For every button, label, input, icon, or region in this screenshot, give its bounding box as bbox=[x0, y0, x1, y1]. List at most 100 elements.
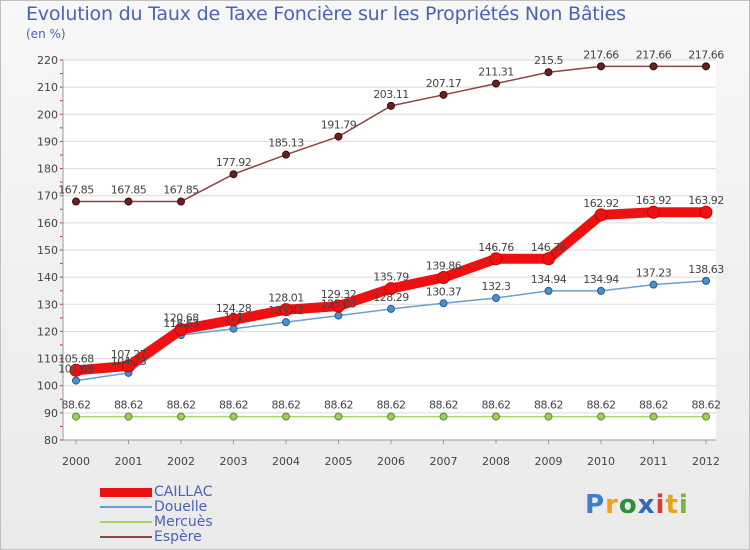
data-label: 135.79 bbox=[373, 271, 409, 284]
data-label: 125.83 bbox=[321, 298, 357, 311]
data-label: 132.3 bbox=[482, 280, 511, 293]
data-point bbox=[544, 68, 553, 77]
data-label: 88.62 bbox=[534, 399, 563, 412]
legend-swatch-douelle bbox=[100, 506, 152, 508]
data-label: 185.13 bbox=[268, 137, 304, 150]
x-tick-label: 2008 bbox=[482, 455, 510, 468]
data-point bbox=[492, 79, 500, 88]
y-tick-label: 100 bbox=[37, 380, 58, 393]
y-tick-label: 120 bbox=[37, 325, 58, 338]
data-label: 167.85 bbox=[58, 184, 94, 197]
data-point bbox=[489, 252, 503, 266]
data-point bbox=[227, 313, 240, 327]
data-point bbox=[597, 286, 605, 295]
y-tick-label: 160 bbox=[37, 217, 58, 230]
data-point bbox=[177, 197, 185, 206]
y-tick-label: 150 bbox=[37, 244, 58, 257]
data-label: 137.23 bbox=[636, 267, 672, 280]
data-label: 101.89 bbox=[58, 363, 94, 376]
data-point bbox=[229, 170, 238, 179]
data-label: 88.62 bbox=[377, 399, 406, 412]
x-tick-label: 2001 bbox=[115, 455, 143, 468]
data-label: 88.62 bbox=[482, 399, 511, 412]
data-point bbox=[492, 294, 500, 303]
data-label: 128.01 bbox=[268, 292, 304, 305]
data-point bbox=[387, 304, 395, 313]
y-tick-label: 80 bbox=[44, 434, 58, 447]
data-label: 163.92 bbox=[636, 194, 672, 207]
logo-letter: i bbox=[655, 490, 666, 520]
data-label: 207.17 bbox=[426, 77, 462, 90]
x-tick-label: 2009 bbox=[535, 455, 563, 468]
data-point bbox=[702, 62, 710, 71]
data-point bbox=[439, 90, 448, 99]
data-point bbox=[229, 412, 238, 421]
y-tick-label: 130 bbox=[37, 298, 58, 311]
x-tick-label: 2003 bbox=[220, 455, 248, 468]
data-label: 217.66 bbox=[636, 48, 672, 61]
y-tick-label: 90 bbox=[44, 407, 58, 420]
data-point bbox=[72, 412, 80, 421]
data-label: 138.63 bbox=[688, 263, 724, 276]
data-label: 124.28 bbox=[216, 302, 252, 315]
y-tick-label: 200 bbox=[37, 108, 58, 121]
data-label: 215.5 bbox=[534, 54, 563, 67]
y-tick-label: 110 bbox=[37, 353, 58, 366]
data-label: 88.62 bbox=[692, 399, 721, 412]
data-label: 107.27 bbox=[111, 348, 147, 361]
data-label: 123.42 bbox=[268, 304, 304, 317]
x-tick-label: 2011 bbox=[640, 455, 668, 468]
data-point bbox=[282, 412, 290, 421]
data-point bbox=[69, 363, 83, 377]
data-label: 121 bbox=[224, 311, 244, 324]
x-tick-label: 2012 bbox=[692, 455, 720, 468]
data-point bbox=[702, 276, 710, 285]
proxiti-logo: Proxiti bbox=[585, 490, 689, 520]
data-point bbox=[649, 62, 658, 71]
x-tick-label: 2002 bbox=[167, 455, 195, 468]
logo-letter: o bbox=[618, 490, 638, 520]
data-point bbox=[594, 208, 608, 222]
data-point bbox=[174, 323, 188, 337]
data-point bbox=[387, 412, 395, 421]
data-point bbox=[177, 412, 185, 421]
data-point bbox=[282, 150, 290, 159]
data-label: 162.92 bbox=[583, 197, 619, 210]
data-point bbox=[124, 412, 133, 421]
data-label: 167.85 bbox=[163, 184, 199, 197]
data-point bbox=[282, 318, 290, 327]
data-label: 88.62 bbox=[324, 399, 353, 412]
legend-label-douelle: Douelle bbox=[154, 499, 208, 515]
data-point bbox=[597, 412, 605, 421]
data-point bbox=[649, 412, 658, 421]
data-label: 163.92 bbox=[688, 194, 724, 207]
data-point bbox=[439, 299, 448, 308]
data-label: 146.76 bbox=[531, 241, 567, 254]
y-tick-label: 180 bbox=[37, 163, 58, 176]
data-label: 129.32 bbox=[321, 288, 357, 301]
data-label: 130.37 bbox=[426, 285, 462, 298]
data-label: 211.31 bbox=[478, 66, 514, 79]
legend-swatch-mercues bbox=[100, 521, 152, 523]
data-label: 139.86 bbox=[426, 260, 462, 273]
data-label: 217.66 bbox=[583, 48, 619, 61]
legend-swatch-espere bbox=[100, 536, 152, 538]
data-label: 120.68 bbox=[163, 312, 199, 325]
data-point bbox=[279, 303, 293, 317]
data-point bbox=[699, 205, 713, 219]
data-point bbox=[334, 412, 343, 421]
data-label: 104.73 bbox=[111, 355, 147, 368]
data-point bbox=[544, 412, 553, 421]
y-tick-label: 210 bbox=[37, 81, 58, 94]
x-tick-label: 2005 bbox=[325, 455, 353, 468]
y-tick-label: 220 bbox=[37, 54, 58, 67]
y-tick-label: 140 bbox=[37, 271, 58, 284]
legend-label-espere: Espère bbox=[154, 529, 202, 545]
legend-swatch-caillac bbox=[100, 488, 152, 497]
data-label: 118.63 bbox=[163, 317, 199, 330]
data-point bbox=[72, 376, 80, 385]
data-point bbox=[542, 252, 555, 266]
data-point bbox=[122, 359, 135, 373]
x-tick-label: 2007 bbox=[430, 455, 458, 468]
